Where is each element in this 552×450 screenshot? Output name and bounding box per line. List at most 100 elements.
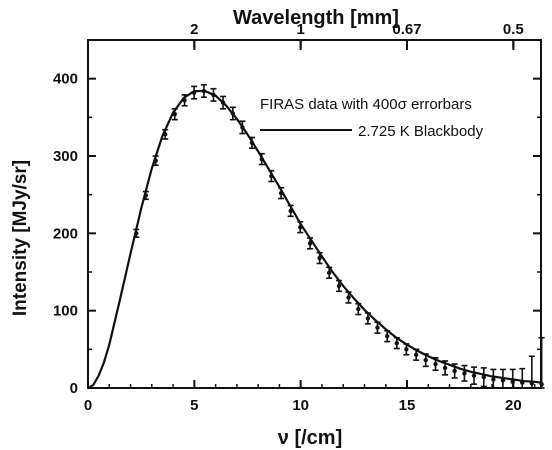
data-marker — [471, 373, 477, 378]
data-marker — [442, 365, 448, 371]
data-point — [268, 169, 275, 183]
data-point — [538, 336, 545, 389]
data-marker — [375, 325, 380, 330]
data-marker — [481, 374, 486, 380]
data-point — [200, 84, 207, 99]
data-marker — [500, 378, 506, 383]
top-tick-label: 0.5 — [503, 21, 524, 38]
data-marker — [346, 295, 351, 300]
data-point — [316, 251, 323, 265]
x-tick-label: 15 — [399, 397, 416, 414]
top-axis-label: Wavelength [mm] — [233, 7, 399, 29]
data-point — [307, 237, 314, 250]
data-marker — [529, 381, 535, 386]
data-point — [297, 220, 304, 234]
data-marker — [336, 283, 342, 289]
data-marker — [394, 340, 400, 346]
x-tick-label: 20 — [505, 397, 522, 414]
data-marker — [153, 158, 158, 163]
data-marker — [365, 316, 371, 321]
data-point — [278, 186, 285, 200]
data-point — [258, 152, 265, 166]
data-marker — [452, 368, 457, 374]
data-point — [422, 353, 429, 368]
data-marker — [191, 90, 197, 95]
data-point — [210, 87, 217, 102]
data-marker — [462, 371, 467, 376]
data-point — [528, 355, 535, 389]
data-point — [152, 155, 159, 167]
data-point — [442, 360, 449, 376]
plot-frame — [87, 39, 542, 389]
data-marker — [413, 352, 419, 357]
x-tick-label: 10 — [292, 397, 309, 414]
data-point — [364, 312, 371, 325]
data-point — [335, 279, 342, 293]
data-point — [345, 291, 352, 304]
blackbody-curve — [87, 89, 542, 389]
data-point — [229, 106, 236, 121]
data-point — [403, 343, 410, 356]
data-marker — [230, 111, 236, 116]
data-point — [499, 368, 506, 389]
data-point — [220, 95, 227, 110]
y-tick-label: 200 — [53, 225, 78, 242]
data-marker — [220, 100, 226, 105]
data-point — [239, 120, 246, 135]
data-point — [191, 85, 198, 100]
data-marker — [259, 156, 264, 162]
data-marker — [307, 241, 313, 246]
data-marker — [143, 193, 149, 198]
data-point — [490, 368, 497, 389]
data-marker — [163, 132, 168, 137]
data-point — [248, 136, 255, 150]
data-point — [142, 190, 149, 201]
data-point — [471, 366, 478, 385]
data-point — [519, 367, 526, 389]
data-marker — [326, 270, 332, 275]
x-axis-label: ν [/cm] — [278, 427, 342, 449]
data-marker — [298, 224, 303, 230]
data-point — [181, 94, 188, 107]
legend-data-label: FIRAS data with 400σ errorbars — [260, 96, 472, 113]
data-marker — [172, 112, 177, 117]
data-marker — [491, 377, 496, 382]
data-point — [133, 228, 140, 238]
data-marker — [385, 333, 390, 339]
y-tick-label: 100 — [53, 303, 78, 320]
data-marker — [269, 173, 274, 179]
data-marker — [278, 190, 284, 196]
top-tick-label: 0.67 — [392, 21, 421, 38]
y-tick-label: 0 — [70, 380, 78, 397]
x-tick-label: 5 — [190, 397, 198, 414]
x-tick-label: 0 — [84, 397, 92, 414]
data-marker — [249, 140, 255, 146]
data-marker — [240, 125, 245, 130]
data-point — [480, 367, 487, 388]
data-point — [162, 128, 169, 140]
data-marker — [423, 357, 428, 363]
y-tick-label: 400 — [53, 71, 78, 88]
top-tick-label: 1 — [297, 21, 305, 38]
data-point — [432, 357, 439, 372]
data-point — [374, 321, 381, 334]
data-point — [287, 204, 294, 218]
data-point — [355, 302, 362, 316]
data-point — [393, 336, 400, 350]
y-tick-label: 300 — [53, 148, 78, 165]
blackbody-curve-layer — [87, 89, 542, 389]
legend-curve-label: 2.725 K Blackbody — [358, 123, 484, 140]
data-point — [171, 108, 178, 121]
data-marker — [404, 347, 409, 352]
data-marker — [356, 306, 361, 312]
data-marker — [317, 255, 322, 261]
data-marker — [201, 88, 207, 94]
data-marker — [182, 98, 187, 103]
top-tick-label: 2 — [190, 21, 198, 38]
data-point — [384, 329, 391, 343]
data-marker — [433, 361, 438, 367]
firas-data-layer — [133, 84, 545, 389]
data-marker — [539, 381, 544, 387]
